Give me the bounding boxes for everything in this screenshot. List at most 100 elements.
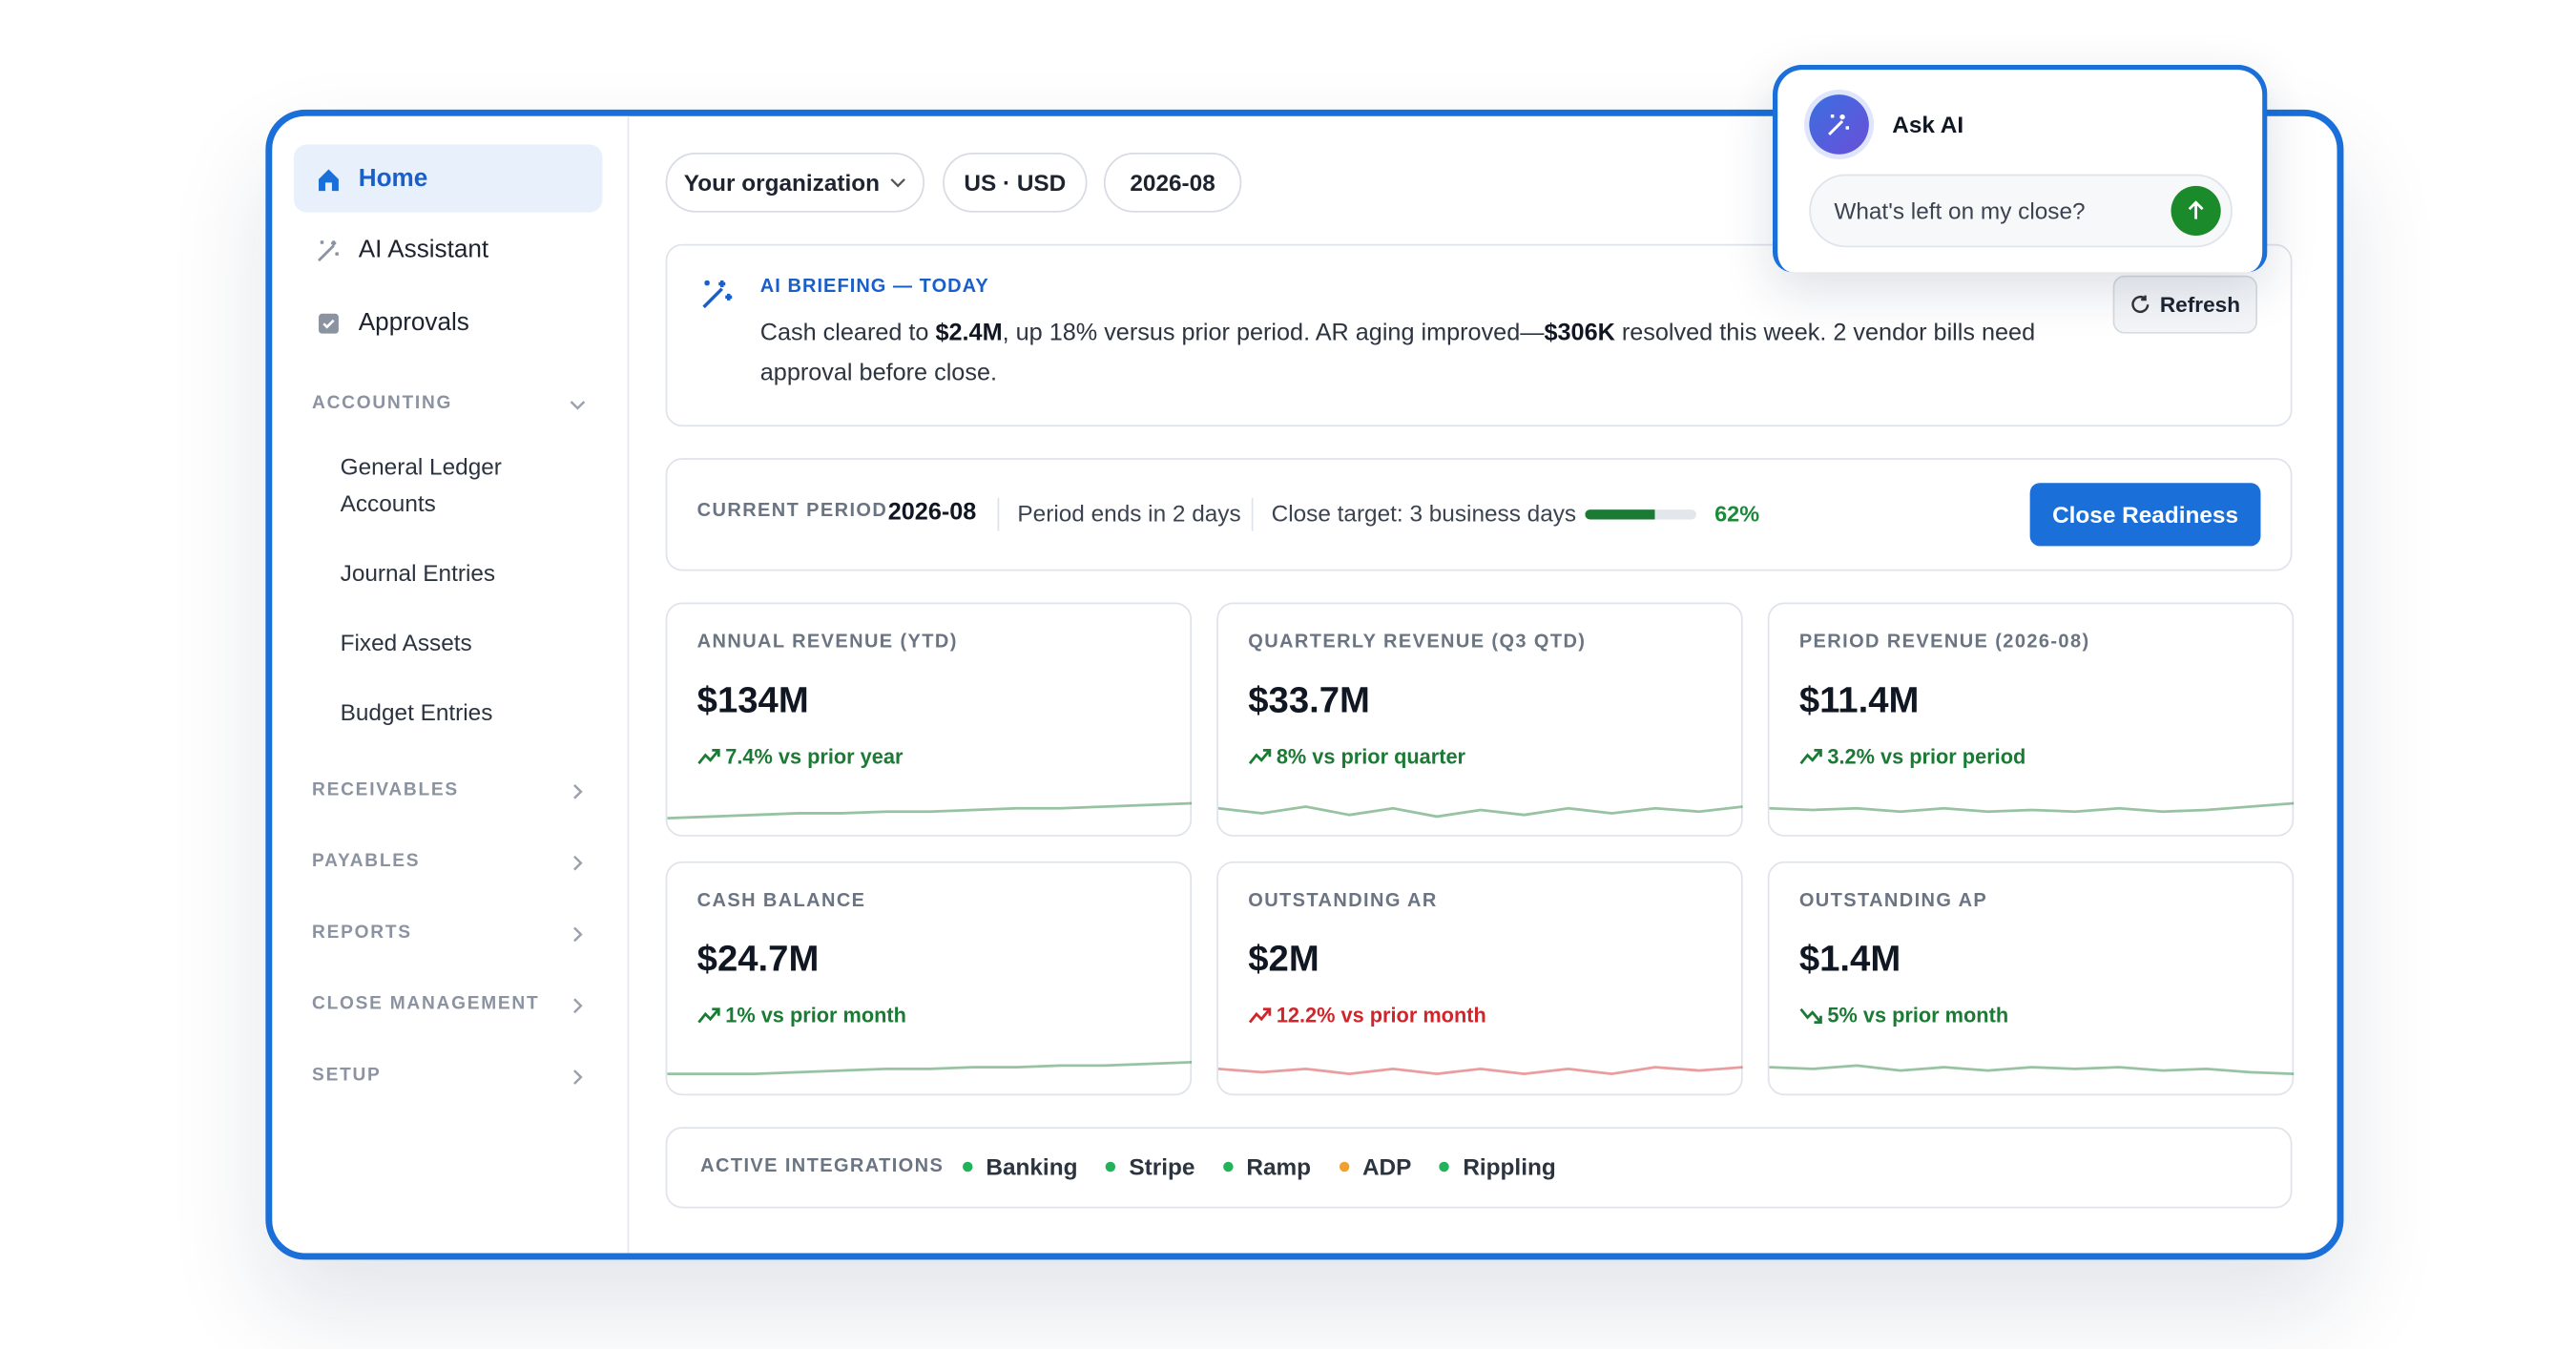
trend-icon (1799, 1007, 1822, 1025)
period-value: 2026-08 (887, 499, 977, 527)
chevron (570, 401, 586, 410)
main: Your organization US · USD 2026-08 AI BRIEF… (272, 116, 2337, 1254)
sub-item[interactable]: Budget Entries (340, 698, 493, 726)
integration: Rippling (1439, 1153, 1556, 1180)
kpi-value: $134M (696, 678, 809, 721)
chevron (573, 855, 583, 871)
sparkline (1769, 801, 2295, 814)
briefing-text: Cash cleared to $2.4M, up 18% versus pri… (760, 314, 2088, 394)
section-title[interactable]: REPORTS (312, 923, 412, 944)
ask-placeholder: What's left on my close? (1834, 197, 2086, 224)
integration: Banking (963, 1153, 1077, 1180)
period-ends: Period ends in 2 days (1017, 499, 1241, 527)
nav-icon (319, 312, 339, 333)
status-dot (1223, 1161, 1234, 1173)
kpi-value: $11.4M (1798, 678, 1920, 721)
kpi-label: ANNUAL REVENUE (YTD) (696, 632, 958, 653)
trend-icon (697, 748, 720, 765)
status-dot (963, 1161, 973, 1173)
kpi-change-text: 3.2% vs prior period (1827, 745, 2026, 769)
briefing-segment: $2.4M (935, 320, 1003, 347)
kpi-value: $2M (1248, 937, 1319, 980)
status-dot (1106, 1161, 1116, 1173)
section-title[interactable]: RECEIVABLES (312, 779, 459, 800)
kpi-label: CASH BALANCE (696, 891, 866, 912)
refresh-label: Refresh (2159, 292, 2241, 318)
section-title[interactable]: SETUP (312, 1065, 382, 1086)
kpi-change-text: 1% vs prior month (725, 1004, 906, 1027)
integrations-label: ACTIVE INTEGRATIONS (700, 1156, 945, 1177)
kpi-change: 1% vs prior month (697, 1005, 906, 1027)
chevron (573, 1069, 583, 1085)
progress-track (1585, 509, 1696, 520)
kpi-card (665, 861, 1193, 1096)
briefing-segment: $306K (1544, 320, 1615, 347)
chevron (573, 784, 583, 799)
app-window: Home AI Assistant Approvals ACCOUNTING Gener… (265, 109, 2344, 1260)
period-card (665, 458, 2293, 571)
nav-icon (319, 168, 339, 191)
dropdown-arrow (890, 178, 905, 188)
kpi-change: 5% vs prior month (1799, 1005, 2008, 1027)
briefing-segment: Cash cleared to (759, 320, 936, 347)
nav-item[interactable]: AI Assistant (294, 216, 603, 283)
status-dot (1339, 1161, 1350, 1173)
trend-icon (1248, 1007, 1272, 1024)
briefing-label: AI BRIEFING — TODAY (759, 277, 989, 298)
sparkline (1217, 805, 1743, 819)
filter-pill[interactable]: 2026-08 (1103, 153, 1242, 213)
briefing-segment: resolved this week. 2 vendor bills need … (759, 320, 2036, 387)
sub-item[interactable]: Fixed Assets (340, 629, 472, 656)
kpi-card (1216, 602, 1743, 837)
divider (1251, 497, 1254, 531)
section-title[interactable]: PAYABLES (312, 851, 421, 872)
sparkline (667, 1061, 1193, 1075)
filter-pill[interactable]: US · USD (943, 153, 1088, 213)
kpi-change: 8% vs prior quarter (1248, 745, 1465, 768)
ask-ai-popup: Ask AI What's left on my close? (1772, 64, 2268, 273)
status-dot (1439, 1161, 1450, 1173)
integration: Ramp (1223, 1153, 1311, 1180)
close-readiness-button[interactable]: Close Readiness (2029, 483, 2261, 547)
ai-icon (702, 280, 733, 309)
kpi-card (665, 602, 1193, 837)
integration-name: Banking (986, 1153, 1078, 1180)
send-button[interactable] (2171, 185, 2221, 237)
kpi-label: OUTSTANDING AR (1248, 891, 1438, 912)
refresh-button[interactable]: Refresh (2112, 275, 2257, 334)
trend-icon (1799, 748, 1822, 765)
divider (997, 497, 1000, 531)
ask-input[interactable] (1809, 174, 2233, 248)
integration: ADP (1339, 1153, 1412, 1180)
sparkline (1769, 1064, 2295, 1075)
period-target: Close target: 3 business days (1271, 499, 1577, 527)
section-title[interactable]: ACCOUNTING (312, 393, 453, 414)
integration-name: Stripe (1129, 1153, 1195, 1180)
chevron (573, 926, 583, 943)
trend-icon (697, 1007, 720, 1024)
progress-label: 62% (1714, 501, 1760, 527)
kpi-label: QUARTERLY REVENUE (Q3 QTD) (1248, 632, 1587, 653)
kpi-change: 3.2% vs prior period (1799, 745, 2025, 768)
kpi-change-text: 8% vs prior quarter (1276, 745, 1466, 769)
nav-item[interactable]: Home (293, 144, 603, 213)
filter-pill[interactable]: Your organization (665, 153, 925, 213)
send-icon (2188, 200, 2204, 219)
nav-item[interactable]: Approvals (294, 289, 603, 357)
integration-name: ADP (1361, 1153, 1412, 1180)
section-title[interactable]: CLOSE MANAGEMENT (312, 994, 540, 1014)
kpi-card (1216, 861, 1743, 1096)
kpi-label: PERIOD REVENUE (2026-08) (1798, 632, 2090, 653)
integration-name: Ramp (1246, 1153, 1312, 1180)
nav-icon (318, 239, 339, 261)
sidebar: Home AI Assistant Approvals ACCOUNTING Gener… (272, 115, 630, 1254)
sub-item[interactable]: Journal Entries (340, 559, 496, 587)
filter-label: Your organization (683, 169, 881, 197)
kpi-card (1767, 861, 2295, 1096)
kpi-card (1767, 602, 2295, 837)
nav-label: Approvals (358, 308, 469, 338)
ai-avatar (1809, 94, 1869, 155)
sub-item[interactable]: General Ledger Accounts (340, 452, 502, 517)
filter-label: US · USD (964, 169, 1067, 197)
progress-fill (1585, 509, 1654, 520)
